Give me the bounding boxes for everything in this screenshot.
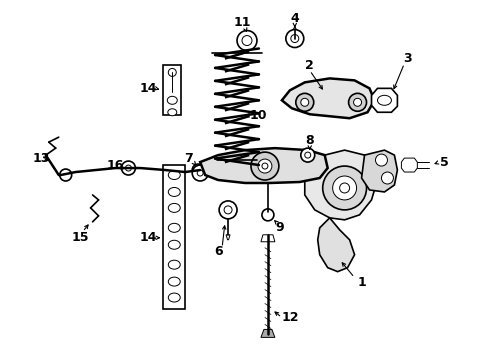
Text: 6: 6 bbox=[214, 245, 222, 258]
Circle shape bbox=[333, 176, 357, 200]
Circle shape bbox=[60, 169, 72, 181]
Circle shape bbox=[354, 98, 362, 106]
Circle shape bbox=[192, 165, 208, 181]
Text: 7: 7 bbox=[184, 152, 193, 165]
Ellipse shape bbox=[168, 109, 177, 116]
Text: 16: 16 bbox=[107, 158, 124, 172]
Circle shape bbox=[305, 152, 311, 158]
FancyBboxPatch shape bbox=[163, 66, 181, 115]
Ellipse shape bbox=[168, 293, 180, 302]
Ellipse shape bbox=[377, 95, 392, 105]
Circle shape bbox=[237, 31, 257, 50]
Circle shape bbox=[301, 98, 309, 106]
Polygon shape bbox=[362, 150, 397, 192]
Text: 1: 1 bbox=[357, 276, 366, 289]
Polygon shape bbox=[200, 148, 328, 183]
Polygon shape bbox=[401, 158, 417, 172]
Text: 9: 9 bbox=[275, 221, 284, 234]
Circle shape bbox=[251, 152, 279, 180]
Text: 4: 4 bbox=[291, 12, 299, 25]
Text: 15: 15 bbox=[72, 231, 89, 244]
Polygon shape bbox=[282, 78, 374, 118]
Circle shape bbox=[197, 170, 203, 176]
Circle shape bbox=[258, 159, 272, 173]
Circle shape bbox=[375, 154, 388, 166]
Ellipse shape bbox=[168, 171, 180, 180]
Text: 11: 11 bbox=[233, 16, 251, 29]
Circle shape bbox=[382, 172, 393, 184]
Circle shape bbox=[125, 165, 131, 171]
Ellipse shape bbox=[168, 188, 180, 197]
Circle shape bbox=[296, 93, 314, 111]
Polygon shape bbox=[318, 218, 355, 272]
Circle shape bbox=[192, 164, 204, 176]
Polygon shape bbox=[226, 235, 230, 240]
Polygon shape bbox=[261, 235, 275, 242]
Circle shape bbox=[122, 161, 135, 175]
Ellipse shape bbox=[168, 203, 180, 212]
Text: 8: 8 bbox=[305, 134, 314, 147]
Polygon shape bbox=[305, 150, 377, 220]
Circle shape bbox=[286, 30, 304, 48]
Circle shape bbox=[262, 209, 274, 221]
Ellipse shape bbox=[167, 96, 177, 104]
Ellipse shape bbox=[168, 277, 180, 286]
Text: 12: 12 bbox=[281, 311, 298, 324]
Polygon shape bbox=[261, 329, 275, 337]
Circle shape bbox=[168, 68, 176, 76]
Polygon shape bbox=[371, 88, 397, 112]
Circle shape bbox=[340, 183, 349, 193]
Text: 5: 5 bbox=[440, 156, 449, 168]
Text: 14: 14 bbox=[140, 82, 157, 95]
Circle shape bbox=[242, 36, 252, 45]
Ellipse shape bbox=[168, 260, 180, 269]
Text: 10: 10 bbox=[249, 109, 267, 122]
Circle shape bbox=[348, 93, 367, 111]
Circle shape bbox=[301, 148, 315, 162]
Circle shape bbox=[224, 206, 232, 214]
Circle shape bbox=[219, 201, 237, 219]
FancyBboxPatch shape bbox=[163, 165, 185, 310]
Text: 3: 3 bbox=[403, 52, 412, 65]
Ellipse shape bbox=[168, 240, 180, 249]
Ellipse shape bbox=[168, 223, 180, 232]
Text: 13: 13 bbox=[32, 152, 49, 165]
Circle shape bbox=[262, 163, 268, 169]
Circle shape bbox=[323, 166, 367, 210]
Text: 2: 2 bbox=[305, 59, 314, 72]
Circle shape bbox=[291, 35, 299, 42]
Text: 14: 14 bbox=[140, 231, 157, 244]
